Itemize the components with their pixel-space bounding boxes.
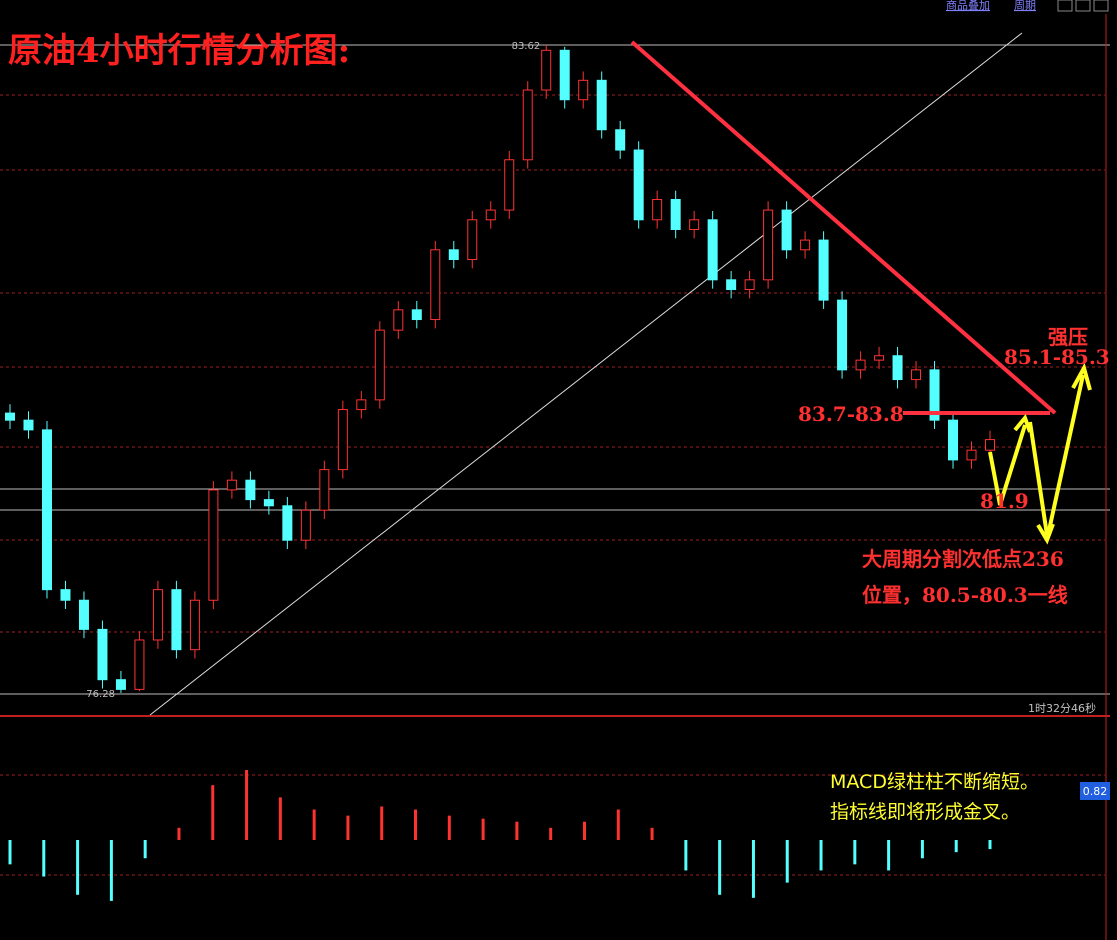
candle-body (5, 412, 15, 421)
candle-body (41, 429, 52, 591)
candle-body (245, 479, 256, 501)
candle-body (282, 505, 293, 541)
candle-body (374, 329, 385, 401)
candle-body (393, 309, 404, 331)
candle-body (707, 219, 718, 281)
candle-body (800, 239, 811, 251)
candle-body (115, 679, 126, 690)
candle-body (152, 589, 163, 641)
candle-body (430, 249, 441, 321)
value-badge (1080, 782, 1110, 800)
level-lines (0, 44, 1110, 695)
candle-body (892, 355, 903, 381)
candle-body (559, 49, 570, 101)
candle-body (467, 219, 478, 261)
window-button[interactable] (1075, 0, 1091, 12)
candle-body (337, 409, 348, 471)
window-button[interactable] (1057, 0, 1073, 12)
macd-histogram (8, 769, 992, 901)
candle-body (208, 489, 219, 601)
candle-body (763, 209, 774, 281)
candle-body (781, 209, 792, 251)
candle-body (171, 589, 182, 651)
annotation: 81.9 (980, 489, 1029, 513)
annotation: 强压 (1048, 325, 1088, 349)
candle-body (226, 479, 237, 491)
macd-value: 0.82 (1083, 785, 1108, 798)
candle-body (615, 129, 626, 151)
arrow (1046, 374, 1085, 536)
annotation: MACD绿柱柱不断缩短。 (830, 771, 1039, 793)
clock: 1时32分46秒 (1028, 701, 1096, 715)
candle-body (874, 355, 885, 361)
annotation: 大周期分割次低点236 (862, 547, 1064, 571)
arrow (1028, 421, 1049, 536)
candle-body (23, 419, 34, 431)
candle-body (448, 249, 459, 261)
arrow-head (1013, 414, 1032, 433)
candle-body (744, 279, 755, 291)
candle-body (596, 79, 607, 131)
toolbar-link[interactable]: 周期 (1014, 0, 1036, 12)
grid (0, 94, 1105, 876)
candle-body (837, 299, 848, 371)
toolbar-link[interactable]: 商品叠加 (946, 0, 990, 12)
candle-body (60, 589, 71, 601)
trend-line (149, 32, 1023, 716)
high-label: 83.62 (512, 41, 541, 52)
candle-body (578, 79, 589, 101)
window-button[interactable] (1093, 0, 1109, 12)
candle-body (670, 198, 681, 230)
candle-body (319, 469, 330, 511)
annotation: 位置，80.5-80.3一线 (862, 583, 1068, 607)
chart-title: 原油4小时行情分析图: (8, 31, 350, 71)
candle-body (485, 209, 496, 221)
annotation: 85.1-85.3 (1004, 345, 1110, 369)
annotation: 指标线即将形成金叉。 (830, 801, 1020, 823)
annotation: 83.7-83.8 (798, 402, 904, 426)
candle-body (966, 449, 977, 461)
candle-body (726, 279, 737, 291)
forecast-arrows (988, 362, 1092, 545)
candle-body (985, 439, 995, 451)
candle-body (97, 628, 108, 681)
low-label: 76.28 (86, 689, 115, 700)
candle-body (855, 359, 866, 371)
candle-body (300, 509, 311, 541)
candle-body (356, 399, 367, 411)
candle-body (78, 599, 89, 630)
candle-body (411, 309, 422, 321)
candle-body (541, 49, 552, 91)
candles: 83.62 76.28 (5, 41, 995, 700)
candle-body (522, 89, 533, 161)
candle-body (911, 369, 922, 381)
arrow-head (1071, 362, 1092, 391)
arrow (988, 424, 1027, 506)
candle-body (689, 219, 700, 230)
candle-body (948, 419, 959, 461)
resistance-line (630, 40, 1057, 415)
candle-body (818, 239, 829, 301)
candle-body (652, 198, 663, 221)
candle-body (189, 599, 200, 651)
candle-body (929, 369, 940, 421)
candle-body (134, 639, 145, 690)
candle-body (633, 149, 644, 221)
candle-body (504, 159, 515, 211)
candle-body (263, 499, 274, 507)
